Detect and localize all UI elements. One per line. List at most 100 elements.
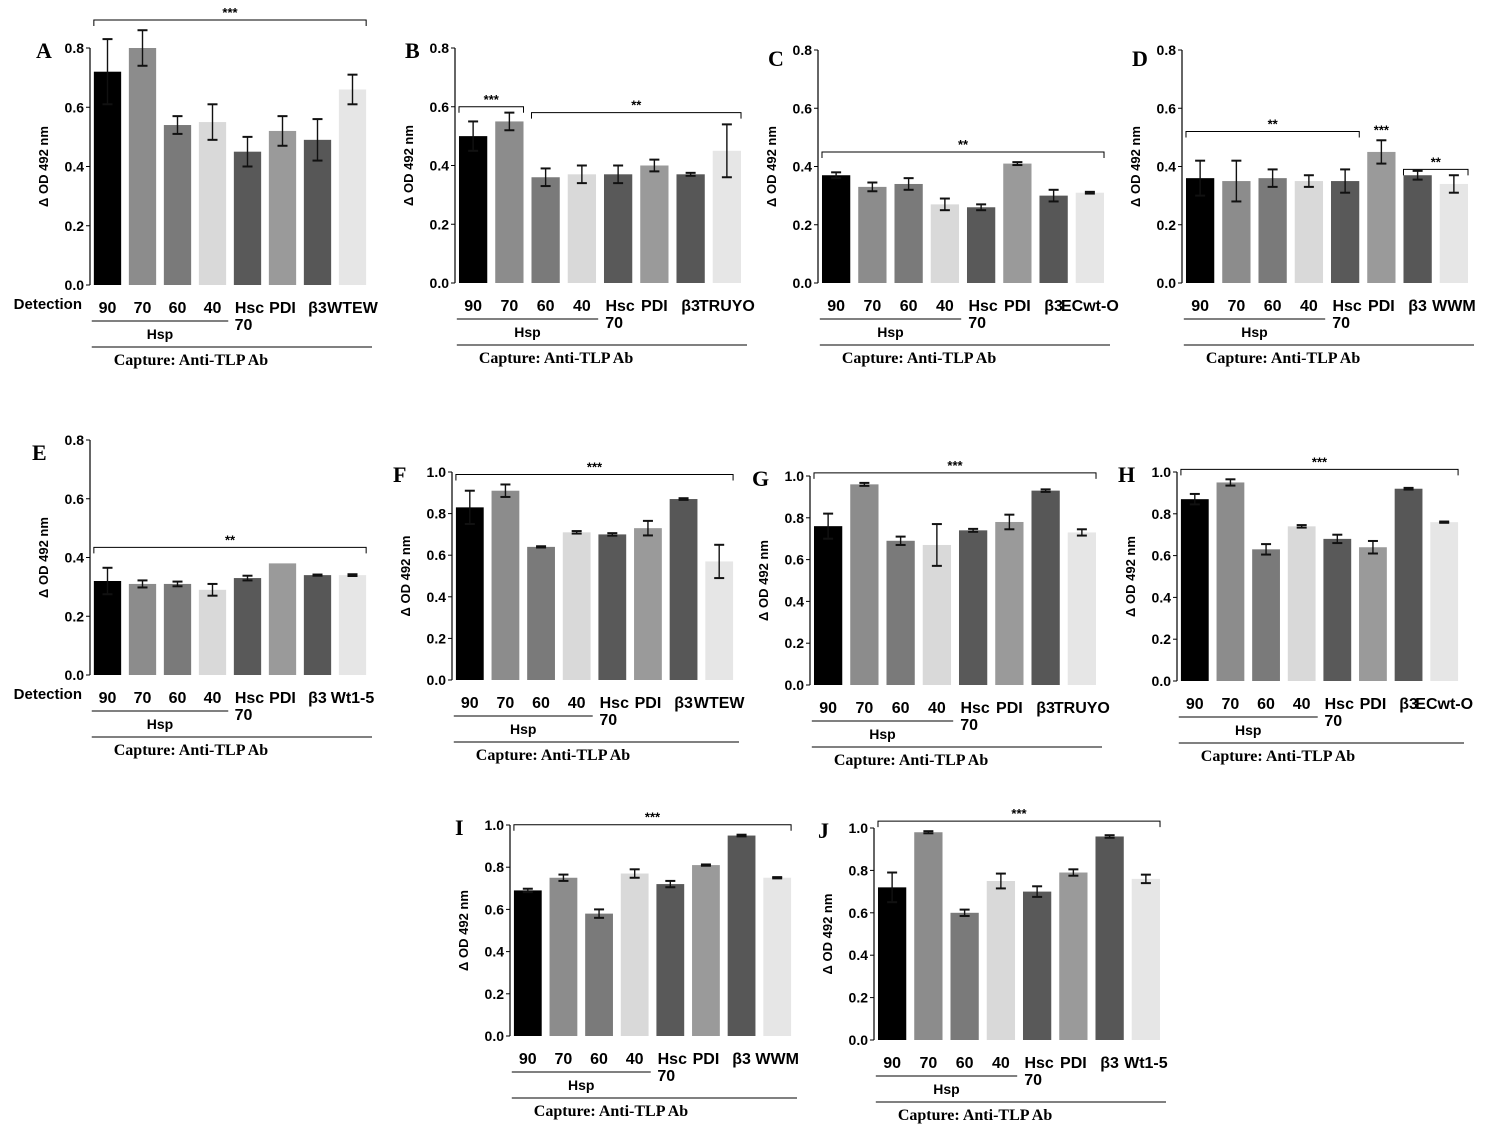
x-tick-label: 70 (599, 712, 617, 729)
panel-letter: I (455, 815, 464, 840)
x-tick-label: 70 (555, 1051, 573, 1068)
bar (527, 546, 555, 680)
significance-label: *** (1374, 122, 1390, 137)
x-tick-label: PDI (1360, 696, 1387, 713)
x-tick-label: 60 (590, 1051, 608, 1068)
significance-bracket (93, 19, 367, 26)
x-tick-label: 40 (568, 695, 586, 712)
bar (513, 890, 542, 1036)
y-tick-label: 0.0 (1157, 275, 1177, 291)
panel-letter: E (32, 440, 47, 465)
y-axis-label: Δ OD 492 nm (756, 540, 771, 621)
capture-label: Capture: Anti-TLP Ab (476, 747, 631, 764)
y-tick-label: 1.0 (427, 464, 447, 480)
bar (886, 540, 915, 685)
significance-label: *** (1312, 454, 1328, 469)
hsp-group-label: Hsp (147, 326, 173, 342)
y-tick-label: 0.0 (427, 672, 447, 688)
bar (986, 881, 1016, 1040)
bar (1039, 195, 1068, 283)
panel-letter: B (405, 38, 420, 63)
x-tick-label: β3 (1100, 1055, 1119, 1072)
x-tick-label: 60 (1264, 298, 1282, 315)
x-tick-label: Hsc (235, 300, 264, 317)
significance-label: ** (1431, 154, 1442, 169)
y-tick-label: 0.6 (65, 491, 85, 507)
y-tick-label: 0.0 (65, 277, 85, 293)
y-axis-label: Δ OD 492 nm (398, 536, 413, 617)
bar (303, 575, 332, 675)
bar (1131, 878, 1161, 1040)
x-tick-label: 90 (819, 700, 837, 717)
y-tick-label: 0.8 (793, 42, 813, 58)
x-tick-label: 40 (204, 300, 222, 317)
bar (1323, 538, 1352, 681)
bar (1075, 192, 1105, 283)
y-tick-label: 0.6 (427, 547, 447, 563)
bar (585, 913, 613, 1036)
significance-bracket (1402, 168, 1469, 176)
significance-label: ** (225, 532, 236, 547)
x-tick-label: β3 (674, 695, 693, 712)
x-tick-label: 70 (1332, 315, 1350, 332)
y-tick-label: 0.2 (849, 990, 869, 1006)
x-tick-label: WWM (755, 1051, 799, 1068)
x-tick-label: ECwt-O (1061, 298, 1119, 315)
x-tick-label: Hsc (1325, 696, 1354, 713)
bar (1439, 183, 1469, 283)
y-tick-label: 0.6 (1157, 100, 1177, 116)
y-tick-label: 0.8 (1152, 506, 1172, 522)
y-tick-label: 0.2 (793, 217, 813, 233)
y-tick-label: 0.8 (849, 862, 869, 878)
bar (858, 186, 887, 283)
y-tick-label: 0.8 (65, 432, 85, 448)
panel-j: J 0.0 0.2 0.4 0.6 0.8 1.0 Δ OD 492 nm 90 70 60 40 Hs… (818, 806, 1168, 1124)
x-tick-label: 90 (461, 695, 479, 712)
bar (338, 89, 367, 285)
x-tick-label: 40 (1300, 298, 1318, 315)
hsp-group-label: Hsp (510, 721, 536, 737)
bar (1367, 151, 1396, 283)
y-tick-label: 0.8 (485, 859, 505, 875)
y-axis-label: Δ OD 492 nm (36, 517, 51, 598)
bar (995, 521, 1024, 685)
significance-bracket (821, 151, 1105, 158)
bar (163, 583, 192, 675)
bar (821, 175, 851, 283)
y-tick-label: 0.4 (427, 589, 447, 605)
x-tick-label: Hsc (968, 298, 997, 315)
x-tick-label: PDI (269, 300, 296, 317)
x-tick-label: 40 (573, 298, 591, 315)
panel-letter: C (768, 46, 784, 71)
hsp-group-label: Hsp (877, 324, 903, 340)
y-tick-label: 1.0 (785, 468, 805, 484)
panel-letter: D (1132, 46, 1148, 71)
significance-label: ** (1268, 117, 1279, 132)
x-tick-label: 70 (134, 300, 152, 317)
capture-label: Capture: Anti-TLP Ab (114, 742, 269, 759)
y-tick-label: 0.0 (1152, 673, 1172, 689)
y-tick-label: 0.6 (485, 901, 505, 917)
bar (567, 174, 597, 283)
x-tick-label: PDI (641, 298, 668, 315)
bar (233, 151, 262, 285)
panel-letter: G (752, 466, 769, 491)
bar (656, 884, 685, 1036)
y-tick-label: 0.0 (430, 275, 450, 291)
significance-bracket (513, 824, 792, 831)
bar (338, 575, 367, 675)
bar (922, 544, 952, 685)
significance-label: *** (587, 459, 603, 474)
capture-label: Capture: Anti-TLP Ab (479, 350, 634, 367)
y-tick-label: 0.4 (1157, 159, 1177, 175)
x-tick-label: WTEW (327, 300, 379, 317)
y-tick-label: 0.0 (793, 275, 813, 291)
bar (640, 165, 669, 283)
x-tick-label: 70 (500, 298, 518, 315)
x-tick-label: 70 (960, 717, 978, 734)
bar (634, 528, 662, 680)
x-tick-label: 60 (956, 1055, 974, 1072)
capture-label: Capture: Anti-TLP Ab (842, 350, 997, 367)
y-tick-label: 0.6 (785, 552, 805, 568)
